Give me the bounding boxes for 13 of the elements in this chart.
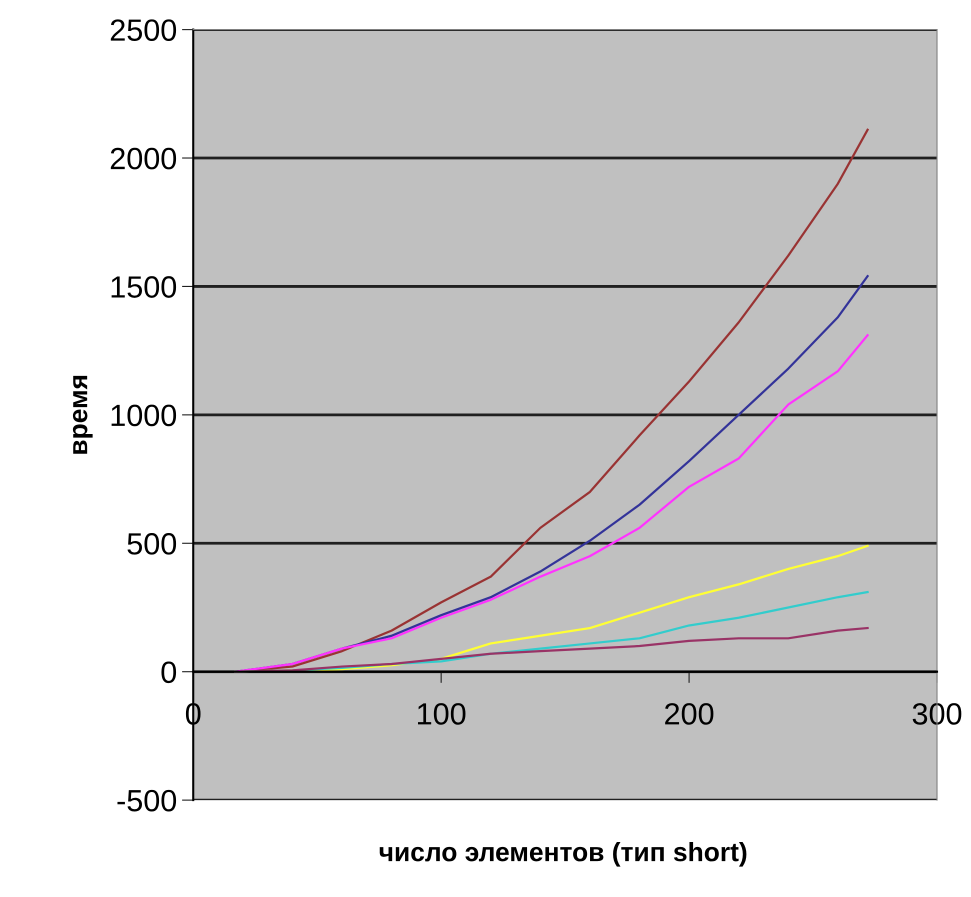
- y-tick-label: 0: [161, 661, 176, 684]
- x-tick-label: 200: [665, 703, 714, 725]
- y-tick-label: 2500: [110, 19, 176, 41]
- x-tick-label: 100: [418, 703, 466, 725]
- x-axis-title: число элементов (тип short): [380, 842, 746, 867]
- line-series: [234, 626, 869, 673]
- y-tick-label: -500: [117, 790, 176, 812]
- x-tick-label: 300: [912, 703, 962, 725]
- y-tick-label: 2000: [110, 148, 176, 170]
- y-axis-title: время: [72, 376, 93, 454]
- y-tick-label: 1500: [112, 276, 176, 298]
- y-tick-label: 500: [128, 533, 176, 555]
- y-tick-label: 1000: [112, 404, 176, 426]
